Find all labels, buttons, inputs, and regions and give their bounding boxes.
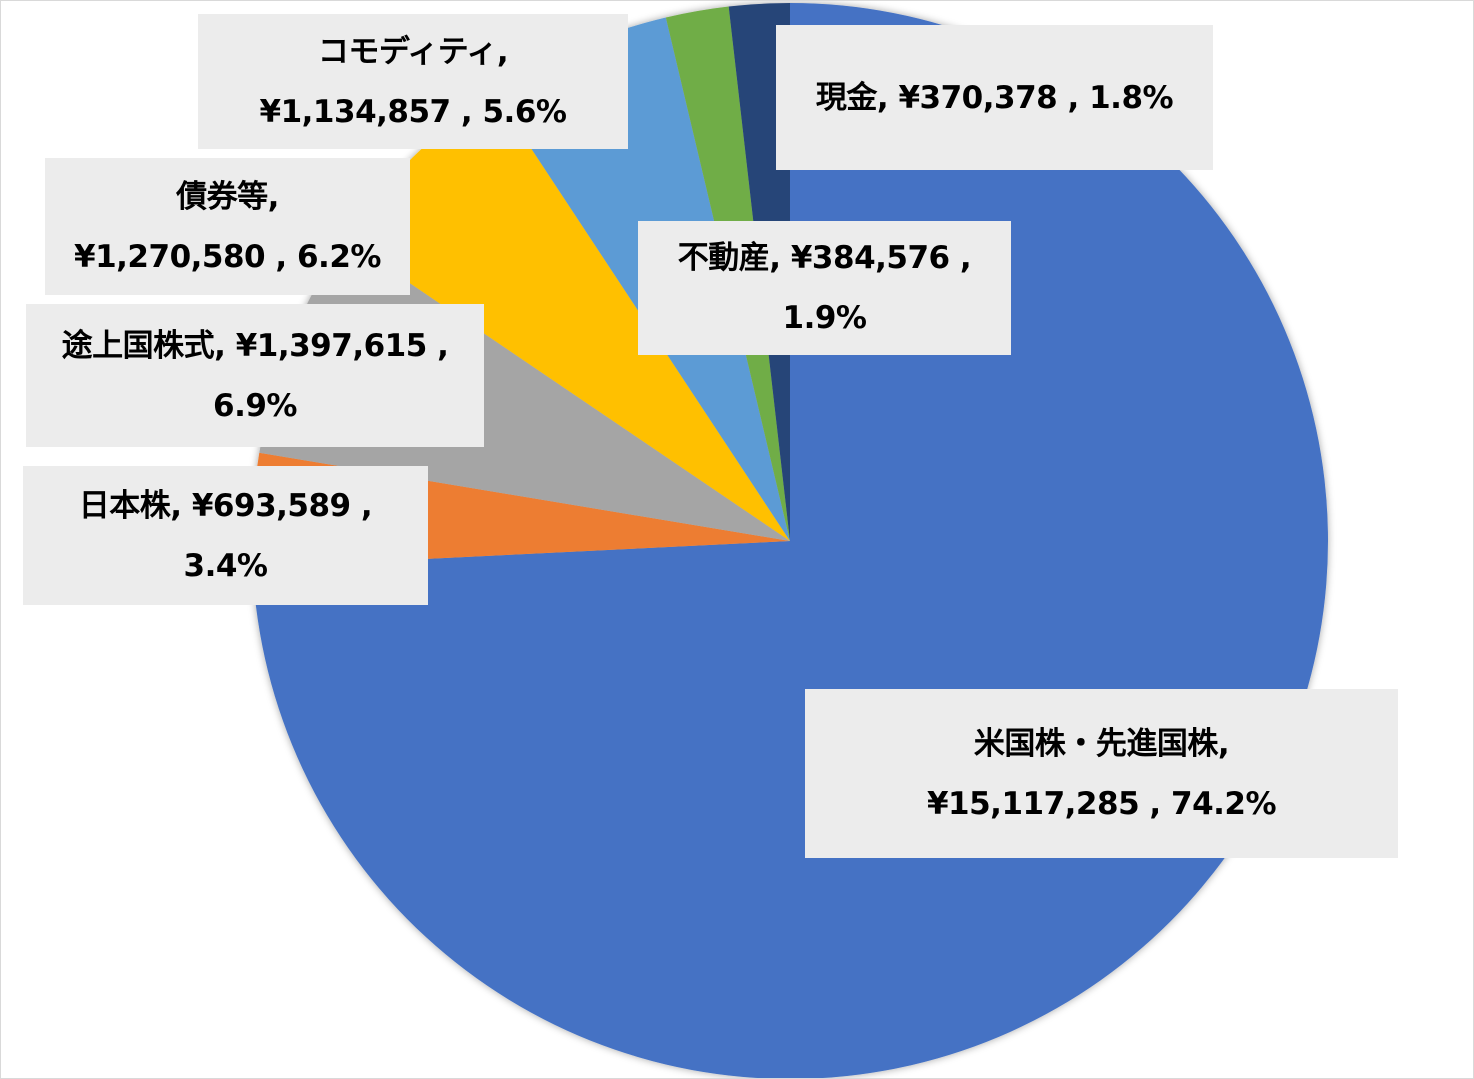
data-label-japan-stocks: 日本株, ¥693,589 , 3.4% [23,466,428,605]
data-label-line: 日本株, ¥693,589 , [78,487,373,524]
data-label-line: ¥1,134,857 , 5.6% [259,93,567,130]
data-label-line: ¥15,117,285 , 74.2% [926,785,1277,822]
data-label-line: 現金, ¥370,378 , 1.8% [815,79,1174,116]
data-label-line: コモディティ, [317,33,509,70]
data-label-line: 6.9% [213,387,297,424]
data-label-line: 1.9% [782,300,867,336]
data-label-real-estate: 不動産, ¥384,576 , 1.9% [638,221,1011,355]
data-label-line: 債券等, [176,178,279,215]
pie-slice-bonds [344,91,790,541]
data-label-line: 途上国株式, ¥1,397,615 , [61,327,449,364]
data-label-line: 不動産, ¥384,576 , [677,240,972,276]
data-label-line: ¥1,270,580 , 6.2% [74,238,381,275]
data-label-us-developed-stocks: 米国株・先進国株, ¥15,117,285 , 74.2% [805,689,1398,858]
data-label-bonds: 債券等, ¥1,270,580 , 6.2% [45,158,410,295]
data-label-line: 米国株・先進国株, [973,725,1230,762]
data-label-line: 3.4% [183,547,268,584]
data-label-emerging-stocks: 途上国株式, ¥1,397,615 , 6.9% [26,304,484,447]
data-label-commodity: コモディティ, ¥1,134,857 , 5.6% [198,14,628,149]
data-label-cash: 現金, ¥370,378 , 1.8% [776,25,1213,170]
